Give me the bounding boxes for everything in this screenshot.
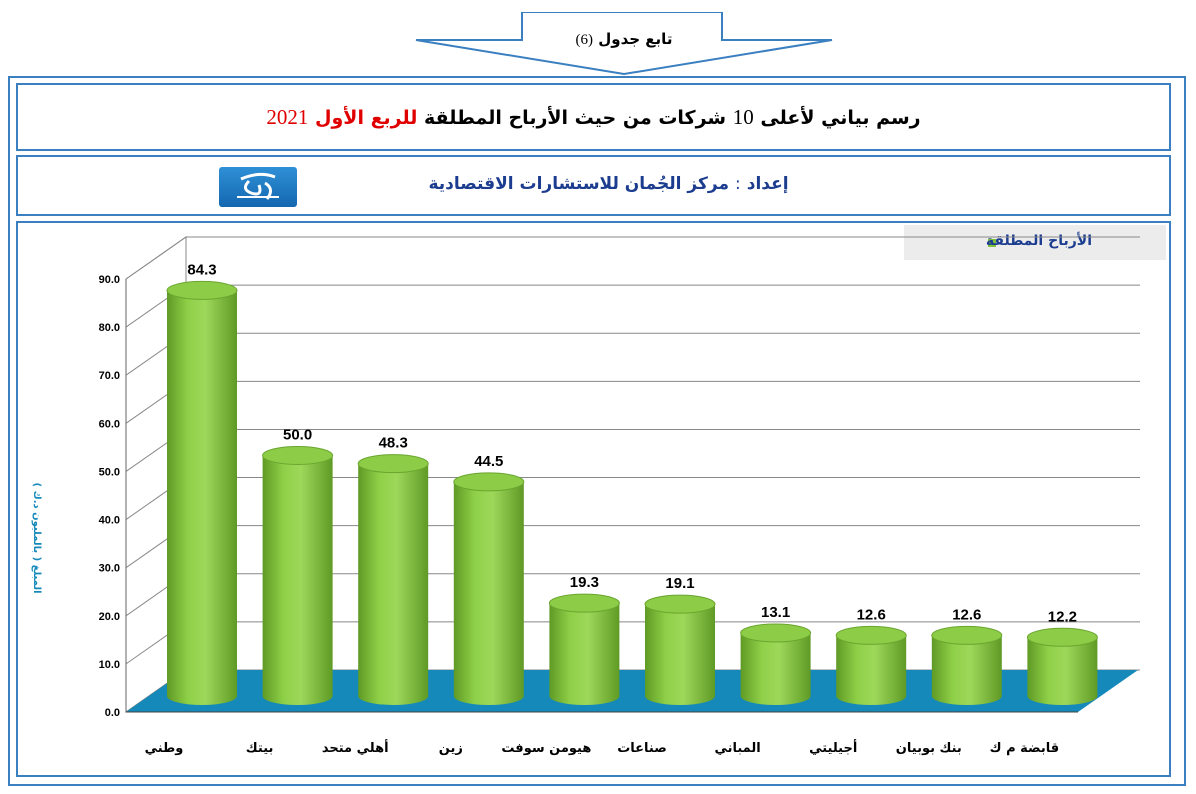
subtitle-box: إعداد:مركز الجُمان للاستشارات الاقتصادية bbox=[16, 155, 1171, 216]
bar-top bbox=[548, 593, 620, 613]
data-label: 48.3 bbox=[379, 435, 408, 452]
legend-swatch bbox=[988, 239, 996, 247]
data-label: 84.3 bbox=[187, 261, 216, 278]
bar bbox=[453, 481, 524, 705]
bar bbox=[740, 632, 811, 705]
bar-top bbox=[835, 625, 907, 645]
gridline bbox=[125, 284, 1140, 328]
continuation-label: تابع جدول (6) bbox=[575, 30, 673, 48]
data-label: 12.6 bbox=[952, 606, 981, 623]
bar-top bbox=[1026, 627, 1098, 647]
x-tick-label: زين bbox=[439, 741, 463, 756]
x-tick-label: أهلي متحد bbox=[322, 739, 389, 756]
bar bbox=[549, 603, 620, 705]
x-tick-label: أجيليتي bbox=[809, 739, 857, 756]
title-box: رسم بياني لأعلى 10 شركات من حيث الأرباح … bbox=[16, 83, 1171, 151]
page-title: رسم بياني لأعلى 10 شركات من حيث الأرباح … bbox=[266, 105, 921, 129]
gridline bbox=[125, 380, 1140, 424]
x-tick-label: صناعات bbox=[617, 741, 667, 756]
x-tick-label: وطني bbox=[145, 741, 184, 756]
bar bbox=[167, 290, 237, 705]
bar-top bbox=[262, 445, 334, 465]
y-tick-label: 60.0 bbox=[99, 418, 120, 430]
bar bbox=[358, 463, 429, 705]
bar bbox=[1027, 637, 1098, 705]
x-tick-label: المباني bbox=[714, 741, 760, 756]
gridline bbox=[125, 332, 1140, 376]
bar bbox=[262, 455, 333, 705]
y-tick-label: 10.0 bbox=[99, 659, 120, 671]
y-axis-label: المبلغ ( بالمليون د.ك ) bbox=[22, 463, 46, 613]
data-label: 19.1 bbox=[665, 575, 694, 592]
data-label: 50.0 bbox=[283, 426, 312, 443]
bar-top bbox=[740, 623, 812, 643]
y-tick-label: 40.0 bbox=[99, 515, 120, 527]
data-label: 19.3 bbox=[570, 574, 599, 591]
x-tick-label: بنك بوبيان bbox=[896, 741, 962, 756]
x-tick-label: هيومن سوفت bbox=[501, 741, 591, 756]
outer-frame bbox=[8, 76, 1186, 786]
logo-icon bbox=[219, 167, 297, 207]
bar bbox=[931, 635, 1002, 705]
y-axis-label-text: المبلغ ( بالمليون د.ك ) bbox=[31, 483, 42, 594]
x-tick-label: بيتك bbox=[246, 741, 274, 756]
y-tick-label: 0.0 bbox=[105, 707, 120, 719]
data-label: 12.2 bbox=[1048, 608, 1077, 625]
bar-top bbox=[453, 472, 525, 492]
y-tick-label: 90.0 bbox=[99, 274, 120, 286]
bar-top bbox=[357, 454, 429, 474]
x-tick-label: قابضة م ك bbox=[990, 741, 1059, 756]
bar-top bbox=[644, 594, 716, 614]
y-tick-label: 30.0 bbox=[99, 563, 120, 575]
subtitle: إعداد:مركز الجُمان للاستشارات الاقتصادية bbox=[428, 174, 789, 194]
data-label: 13.1 bbox=[761, 604, 790, 621]
data-label: 44.5 bbox=[474, 453, 503, 470]
data-label: 12.6 bbox=[857, 606, 886, 623]
continuation-arrow: تابع جدول (6) bbox=[414, 11, 834, 76]
bar-top bbox=[166, 280, 238, 300]
bar-top bbox=[931, 625, 1003, 645]
y-tick-label: 80.0 bbox=[99, 322, 120, 334]
bar bbox=[645, 604, 715, 705]
y-tick-label: 20.0 bbox=[99, 611, 120, 623]
y-tick-label: 70.0 bbox=[99, 370, 120, 382]
y-tick-label: 50.0 bbox=[99, 466, 120, 478]
bar bbox=[836, 635, 907, 705]
gridline bbox=[125, 236, 1140, 280]
